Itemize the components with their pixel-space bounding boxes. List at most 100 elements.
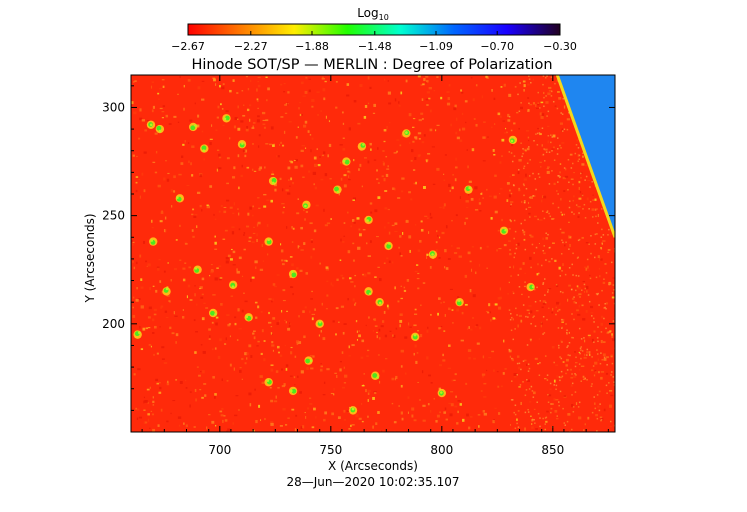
noise-speck <box>382 162 385 166</box>
noise-speck <box>443 173 445 175</box>
noise-speck <box>433 90 436 92</box>
noise-speck <box>253 170 257 172</box>
noise-speck <box>526 344 529 346</box>
noise-speck <box>577 239 580 242</box>
noise-speck <box>144 400 148 403</box>
noise-speck <box>535 428 538 430</box>
noise-speck <box>318 334 320 337</box>
noise-speck <box>387 165 389 168</box>
noise-speck <box>400 411 403 415</box>
noise-speck <box>594 233 597 236</box>
noise-speck <box>173 311 175 315</box>
noise-speck <box>510 205 512 207</box>
noise-speck <box>244 352 248 356</box>
noise-speck <box>597 213 600 217</box>
noise-speck <box>513 122 516 125</box>
noise-speck <box>189 299 193 302</box>
noise-speck <box>541 144 543 147</box>
noise-speck <box>187 79 191 82</box>
noise-speck <box>325 266 329 269</box>
noise-speck <box>305 416 307 419</box>
noise-speck <box>579 368 581 371</box>
noise-speck <box>312 355 315 358</box>
noise-speck <box>527 411 530 413</box>
noise-speck <box>138 416 143 419</box>
feature-core <box>149 123 153 127</box>
noise-speck <box>423 78 426 82</box>
noise-speck <box>523 285 526 288</box>
noise-speck <box>577 205 581 208</box>
noise-speck <box>326 222 331 225</box>
noise-speck <box>496 371 499 373</box>
noise-speck <box>409 142 411 145</box>
noise-speck <box>562 98 564 100</box>
noise-speck <box>542 300 546 303</box>
noise-speck <box>439 364 443 367</box>
noise-speck <box>403 286 406 289</box>
noise-speck <box>545 95 547 97</box>
noise-speck <box>365 389 367 393</box>
noise-speck <box>270 364 274 367</box>
noise-speck <box>179 259 182 261</box>
noise-speck <box>546 410 549 413</box>
noise-speck <box>600 339 603 344</box>
noise-speck <box>464 221 466 225</box>
noise-speck <box>173 175 176 179</box>
noise-speck <box>534 357 538 360</box>
noise-speck <box>182 278 186 282</box>
noise-speck <box>391 377 394 381</box>
noise-speck <box>169 326 172 330</box>
noise-speck <box>565 323 567 325</box>
noise-speck <box>300 370 304 374</box>
feature-core <box>194 267 198 270</box>
noise-speck <box>537 91 539 94</box>
noise-speck <box>544 355 547 357</box>
noise-speck <box>568 111 570 114</box>
noise-speck <box>509 253 512 256</box>
feature-core <box>190 125 196 131</box>
noise-speck <box>290 346 293 349</box>
noise-speck <box>135 176 139 178</box>
noise-speck <box>391 224 395 227</box>
noise-speck <box>497 297 501 300</box>
noise-speck <box>600 248 603 250</box>
noise-speck <box>252 122 256 124</box>
noise-speck <box>290 177 293 181</box>
noise-speck <box>432 183 436 186</box>
noise-speck <box>300 249 304 251</box>
noise-speck <box>228 323 232 325</box>
noise-speck <box>203 302 206 305</box>
noise-speck <box>343 222 346 224</box>
noise-speck <box>133 266 136 270</box>
noise-speck <box>394 222 398 225</box>
noise-speck <box>417 132 422 135</box>
noise-speck <box>145 260 147 263</box>
noise-speck <box>545 211 549 214</box>
noise-speck <box>609 426 613 428</box>
noise-speck <box>291 241 294 243</box>
noise-speck <box>522 231 526 234</box>
noise-speck <box>282 289 286 292</box>
noise-speck <box>404 336 408 339</box>
noise-speck <box>448 307 451 311</box>
noise-speck <box>347 175 350 178</box>
noise-speck <box>182 267 186 270</box>
noise-speck <box>613 302 615 305</box>
noise-speck <box>271 341 274 344</box>
noise-speck <box>166 420 169 423</box>
noise-speck <box>563 395 567 398</box>
noise-speck <box>543 105 545 108</box>
noise-speck <box>559 356 561 358</box>
noise-speck <box>579 352 581 355</box>
noise-speck <box>239 366 242 369</box>
noise-speck <box>355 414 359 418</box>
noise-speck <box>508 151 511 153</box>
noise-speck <box>303 124 307 128</box>
noise-speck <box>572 274 574 276</box>
noise-speck <box>518 362 521 365</box>
noise-speck <box>214 395 216 399</box>
noise-speck <box>577 154 580 157</box>
noise-speck <box>558 401 560 403</box>
noise-speck <box>253 336 256 340</box>
noise-speck <box>510 129 513 132</box>
